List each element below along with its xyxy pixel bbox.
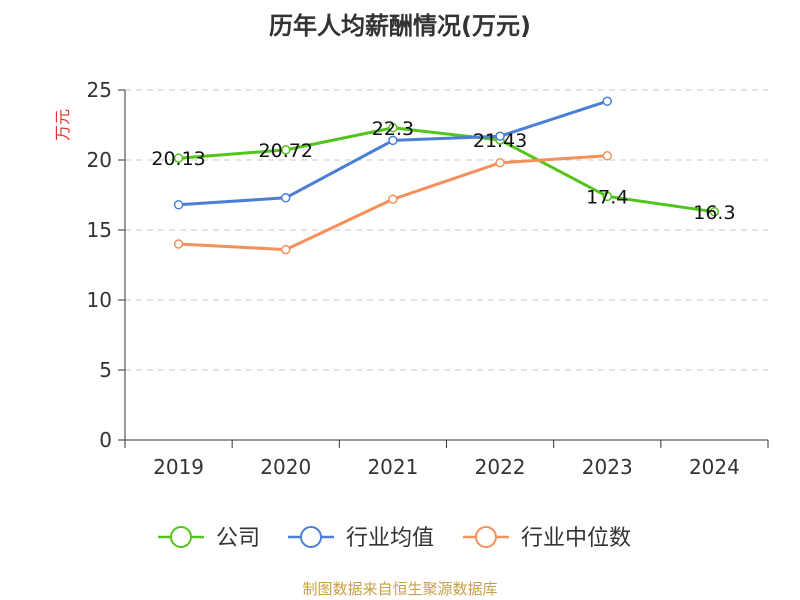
data-point bbox=[495, 131, 505, 141]
legend-label: 公司 bbox=[216, 526, 260, 551]
y-tick-label: 20 bbox=[87, 148, 112, 172]
y-tick-label: 10 bbox=[87, 288, 112, 312]
data-point bbox=[388, 135, 398, 146]
y-tick-label: 25 bbox=[87, 78, 112, 102]
data-label: 21.43 bbox=[473, 130, 527, 152]
data-point bbox=[173, 153, 184, 163]
x-tick-label: 2021 bbox=[367, 455, 418, 479]
y-tick-label: 5 bbox=[99, 358, 112, 382]
series-line bbox=[178, 126, 715, 214]
x-tick-label: 2019 bbox=[153, 455, 204, 479]
data-point bbox=[173, 239, 184, 249]
y-tick-label: 15 bbox=[87, 218, 112, 242]
data-point bbox=[388, 194, 398, 204]
data-point bbox=[495, 158, 505, 168]
legend-marker bbox=[170, 526, 192, 548]
data-label: 16.3 bbox=[693, 202, 735, 224]
x-tick-label: 2020 bbox=[260, 455, 311, 479]
x-tick-label: 2024 bbox=[689, 455, 740, 479]
data-point bbox=[388, 123, 398, 133]
data-label: 20.13 bbox=[151, 148, 205, 170]
data-label: 20.72 bbox=[259, 140, 313, 162]
legend-item-1[interactable]: 行业均值 bbox=[288, 526, 434, 551]
data-point bbox=[602, 151, 612, 161]
data-point bbox=[602, 191, 612, 202]
data-point bbox=[281, 244, 291, 255]
data-point bbox=[281, 145, 291, 155]
data-point bbox=[173, 200, 184, 210]
chart-title: 历年人均薪酬情况(万元) bbox=[269, 12, 531, 40]
legend-label: 行业均值 bbox=[346, 526, 434, 551]
x-tick-label: 2023 bbox=[582, 455, 633, 479]
legend-item-0[interactable]: 公司 bbox=[158, 526, 260, 551]
data-point bbox=[709, 207, 720, 217]
series-group: 20.13 20.72 22.3 21.43 17.4 16.3 bbox=[151, 96, 736, 255]
y-tick-label: 0 bbox=[99, 428, 112, 452]
grid bbox=[125, 89, 768, 371]
data-point bbox=[602, 96, 612, 106]
source-note: 制图数据来自恒生聚源数据库 bbox=[302, 580, 497, 598]
series-1 bbox=[173, 96, 612, 210]
legend-label: 行业中位数 bbox=[521, 526, 631, 551]
axes: 0 5 10 15 20 25 2019 2020 2021 2022 2023 2024 bbox=[87, 78, 769, 479]
x-tick-label: 2022 bbox=[475, 455, 526, 479]
legend[interactable]: 公司 行业均值 行业中位数 bbox=[158, 526, 631, 551]
data-point bbox=[281, 193, 291, 203]
series-2 bbox=[173, 151, 612, 255]
legend-marker bbox=[300, 526, 322, 548]
legend-marker bbox=[475, 526, 497, 548]
legend-item-2[interactable]: 行业中位数 bbox=[463, 526, 631, 551]
data-label: 17.4 bbox=[586, 186, 628, 208]
data-label: 22.3 bbox=[372, 118, 414, 140]
y-axis-label: 万元 bbox=[53, 109, 72, 141]
